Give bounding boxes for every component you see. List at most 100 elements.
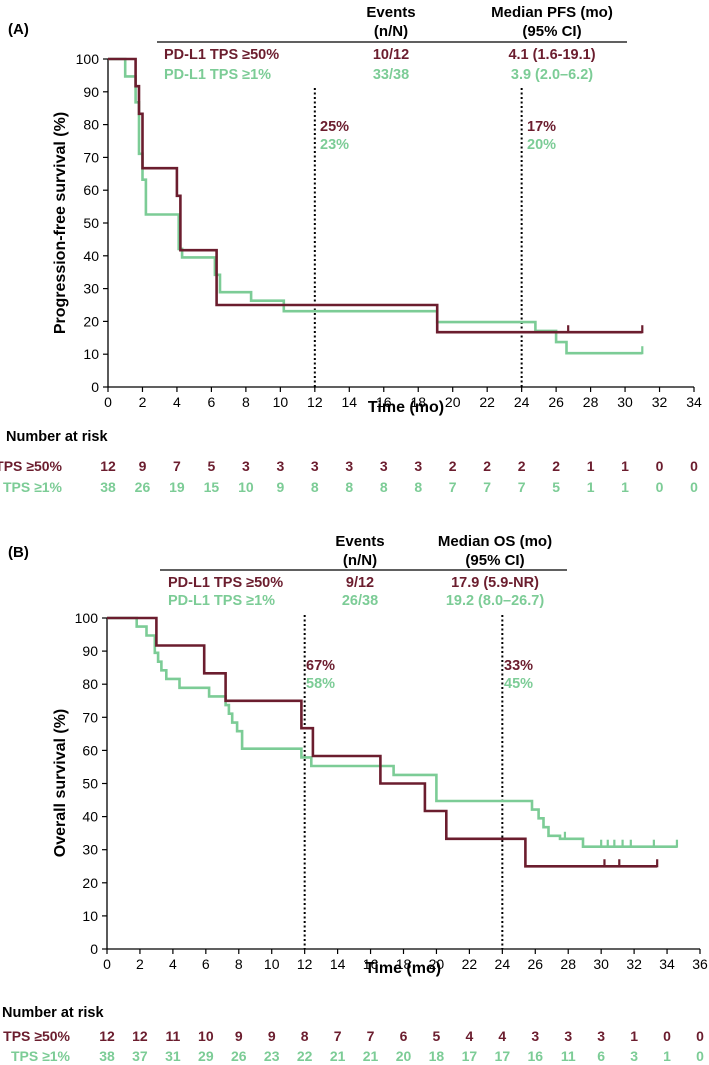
risk-count-tps1: 1 bbox=[587, 479, 595, 495]
x-tick-label: 26 bbox=[527, 956, 543, 972]
x-tick-label: 28 bbox=[583, 394, 599, 410]
x-tick-label: 2 bbox=[139, 394, 147, 410]
y-tick-label: 0 bbox=[90, 941, 98, 957]
risk-count-tps50: 10 bbox=[198, 1028, 214, 1044]
risk-count-tps50: 1 bbox=[587, 458, 595, 474]
x-tick-label: 36 bbox=[692, 956, 708, 972]
risk-count-tps1: 19 bbox=[169, 479, 185, 495]
risk-count-tps1: 17 bbox=[495, 1048, 511, 1064]
x-tick-label: 4 bbox=[173, 394, 181, 410]
y-tick-label: 0 bbox=[91, 379, 99, 395]
panel-a-curves bbox=[108, 57, 644, 355]
y-tick-label: 60 bbox=[83, 182, 99, 198]
panel-b-median-header-l1: Median OS (mo) bbox=[438, 533, 552, 550]
risk-count-tps1: 31 bbox=[165, 1048, 181, 1064]
x-tick-label: 8 bbox=[242, 394, 250, 410]
panel-b-risk-title: Number at risk bbox=[2, 1005, 104, 1021]
risk-count-tps50: 5 bbox=[433, 1028, 441, 1044]
x-tick-label: 14 bbox=[342, 394, 358, 410]
panel-b-events-header-l2: (n/N) bbox=[343, 552, 377, 569]
panel-a: (A) Events (n/N) Median PFS (mo) (95% CI… bbox=[0, 4, 702, 495]
x-tick-label: 4 bbox=[169, 956, 177, 972]
panel-a-row1-events: 10/12 bbox=[373, 47, 409, 63]
risk-count-tps50: 12 bbox=[132, 1028, 148, 1044]
x-tick-label: 12 bbox=[307, 394, 323, 410]
risk-count-tps1: 38 bbox=[99, 1048, 115, 1064]
risk-count-tps1: 7 bbox=[483, 479, 491, 495]
panel-a-y-label: Progression-free survival (%) bbox=[52, 112, 69, 334]
risk-count-tps1: 7 bbox=[449, 479, 457, 495]
y-tick-label: 40 bbox=[82, 809, 98, 825]
panel-b-row2-label: PD-L1 TPS ≥1% bbox=[168, 593, 275, 609]
x-tick-label: 24 bbox=[514, 394, 530, 410]
risk-count-tps1: 8 bbox=[345, 479, 353, 495]
panel-a-median-header-l1: Median PFS (mo) bbox=[491, 4, 613, 21]
risk-count-tps50: 3 bbox=[597, 1028, 605, 1044]
risk-count-tps1: 22 bbox=[297, 1048, 313, 1064]
panel-b-annot-12-tps50: 67% bbox=[306, 658, 335, 674]
risk-count-tps50: 5 bbox=[208, 458, 216, 474]
risk-count-tps1: 1 bbox=[621, 479, 629, 495]
y-tick-label: 30 bbox=[83, 281, 99, 297]
risk-count-tps1: 21 bbox=[363, 1048, 379, 1064]
x-tick-label: 32 bbox=[652, 394, 668, 410]
risk-count-tps50: 11 bbox=[165, 1028, 180, 1044]
risk-count-tps50: 0 bbox=[656, 458, 664, 474]
risk-count-tps1: 5 bbox=[552, 479, 560, 495]
risk-count-tps50: 7 bbox=[367, 1028, 375, 1044]
panel-b-annot-24-tps50: 33% bbox=[504, 658, 533, 674]
x-tick-label: 14 bbox=[330, 956, 346, 972]
panel-b-reference-lines bbox=[303, 615, 504, 949]
risk-count-tps1: 17 bbox=[462, 1048, 478, 1064]
panel-a-annot-24-tps50: 17% bbox=[527, 119, 556, 135]
x-tick-label: 12 bbox=[297, 956, 313, 972]
risk-count-tps1: 11 bbox=[561, 1048, 576, 1064]
risk-count-tps1: 1 bbox=[663, 1048, 671, 1064]
km-curve-tps50 bbox=[108, 57, 643, 334]
panel-a-median-header-l2: (95% CI) bbox=[522, 23, 581, 40]
panel-b-curves bbox=[107, 616, 679, 868]
y-tick-label: 10 bbox=[82, 908, 98, 924]
panel-a-risk-tps1-label: TPS ≥1% bbox=[3, 479, 63, 495]
panel-b-annot-24-tps1: 45% bbox=[504, 676, 533, 692]
panel-b-row2-events: 26/38 bbox=[342, 593, 378, 609]
km-curve-tps50 bbox=[107, 616, 658, 868]
risk-count-tps1: 15 bbox=[204, 479, 220, 495]
x-tick-label: 20 bbox=[445, 394, 461, 410]
x-tick-label: 28 bbox=[560, 956, 576, 972]
panel-b-row2-median: 19.2 (8.0–26.7) bbox=[446, 593, 545, 609]
x-tick-label: 22 bbox=[479, 394, 495, 410]
risk-count-tps1: 8 bbox=[311, 479, 319, 495]
risk-count-tps1: 6 bbox=[597, 1048, 605, 1064]
risk-count-tps50: 3 bbox=[242, 458, 250, 474]
panel-b-events-header-l1: Events bbox=[335, 533, 384, 550]
x-tick-label: 0 bbox=[104, 394, 112, 410]
x-tick-label: 10 bbox=[273, 394, 289, 410]
panel-b-risk-table: 12 12 11 10 9 9 8 7 7 6 5 4 4 3 3 3 1 0 038 37 31 29 26 23 22 21 2… bbox=[99, 1028, 704, 1064]
panel-a-events-header-l1: Events bbox=[366, 4, 415, 21]
x-tick-label: 16 bbox=[363, 956, 379, 972]
x-tick-label: 24 bbox=[495, 956, 511, 972]
risk-count-tps50: 3 bbox=[380, 458, 388, 474]
y-tick-label: 100 bbox=[75, 610, 99, 626]
risk-count-tps1: 26 bbox=[135, 479, 151, 495]
panel-a-risk-title: Number at risk bbox=[6, 429, 108, 445]
panel-a-annot-12-tps50: 25% bbox=[320, 119, 349, 135]
y-tick-label: 10 bbox=[83, 346, 99, 362]
y-tick-label: 20 bbox=[82, 875, 98, 891]
x-tick-label: 2 bbox=[136, 956, 144, 972]
panel-a-row2-events: 33/38 bbox=[373, 67, 409, 83]
y-tick-label: 80 bbox=[82, 676, 98, 692]
risk-count-tps50: 8 bbox=[301, 1028, 309, 1044]
risk-count-tps1: 21 bbox=[330, 1048, 346, 1064]
risk-count-tps1: 37 bbox=[132, 1048, 148, 1064]
risk-count-tps1: 20 bbox=[396, 1048, 412, 1064]
risk-count-tps1: 0 bbox=[690, 479, 698, 495]
risk-count-tps50: 2 bbox=[449, 458, 457, 474]
risk-count-tps50: 9 bbox=[139, 458, 147, 474]
x-tick-label: 0 bbox=[103, 956, 111, 972]
panel-b-risk-tps50-label: TPS ≥50% bbox=[3, 1028, 70, 1044]
y-tick-label: 30 bbox=[82, 842, 98, 858]
km-curve-tps1 bbox=[107, 616, 677, 849]
